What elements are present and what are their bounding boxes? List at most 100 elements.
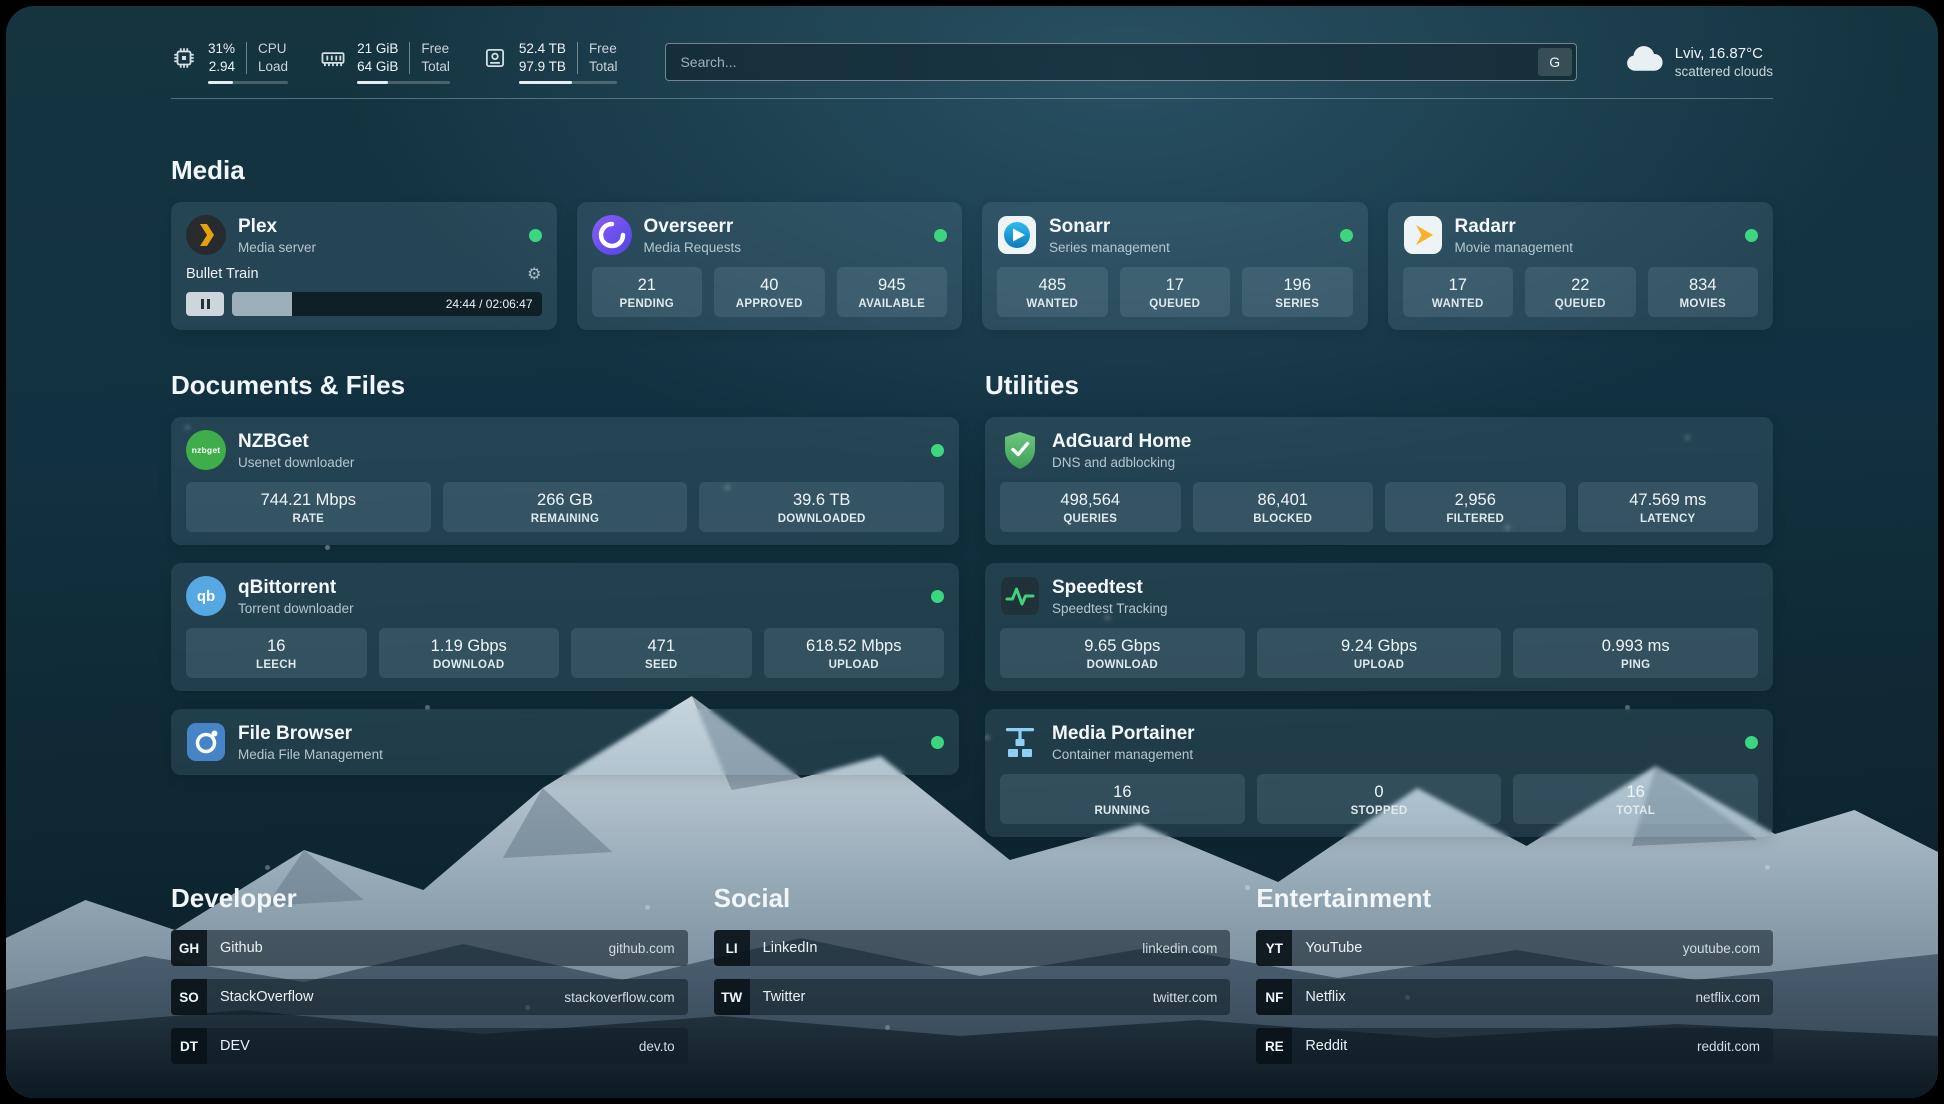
link-row-github[interactable]: GH Github github.com: [171, 930, 688, 966]
status-dot-online: [1745, 228, 1758, 242]
link-badge: NF: [1256, 979, 1293, 1015]
link-url: stackoverflow.com: [564, 989, 675, 1005]
cloud-icon: [1625, 46, 1663, 78]
section-title-utilities: Utilities: [985, 370, 1079, 400]
gear-icon[interactable]: ⚙: [527, 266, 542, 283]
cpu-metric: 31% 2.94 CPU Load: [171, 40, 289, 84]
link-row-dev[interactable]: DT DEV dev.to: [171, 1028, 688, 1064]
overseerr-icon: [591, 215, 632, 255]
app-card-nzbget[interactable]: nzbget NZBGet Usenet downloader 744.21 M…: [171, 417, 959, 545]
app-description: Usenet downloader: [238, 454, 355, 470]
app-card-speedtest[interactable]: Speedtest Speedtest Tracking 9.65 Gbps DO…: [985, 563, 1773, 691]
weather-condition: scattered clouds: [1674, 64, 1773, 79]
qbittorrent-icon-label: qb: [196, 587, 216, 605]
link-badge: SO: [171, 979, 207, 1015]
stat-wanted: 485 WANTED: [997, 267, 1108, 317]
link-name: Github: [220, 940, 263, 956]
app-card-sonarr[interactable]: Sonarr Series management 485 WANTED 17 QUEU…: [982, 202, 1368, 330]
status-dot-online: [931, 735, 944, 749]
app-name: Media Portainer: [1052, 722, 1195, 744]
qbittorrent-icon: qb: [186, 576, 226, 616]
cpu-progress-fill: [208, 81, 233, 84]
link-badge: TW: [713, 979, 750, 1015]
search-engine-button[interactable]: G: [1537, 48, 1572, 76]
section-documents: Documents & Files nzbget NZBGet Usenet d…: [171, 370, 959, 837]
cpu-icon: [171, 45, 197, 71]
app-card-overseerr[interactable]: Overseerr Media Requests 21 PENDING 40 APPR…: [576, 202, 962, 330]
nzbget-icon: nzbget: [186, 430, 226, 470]
app-name: AdGuard Home: [1052, 430, 1192, 452]
disk-progress-fill: [518, 81, 573, 84]
stat-latency: 47.569 ms LATENCY: [1577, 482, 1758, 532]
radarr-icon: [1403, 215, 1443, 255]
disk-icon: [482, 45, 508, 71]
stat-download: 9.65 Gbps DOWNLOAD: [1000, 628, 1245, 678]
app-card-plex[interactable]: Plex Media server Bullet Train ⚙ 24:4: [171, 202, 557, 330]
link-name: Netflix: [1305, 989, 1346, 1005]
playback-time: 24:44 / 02:06:47: [445, 297, 533, 311]
metric-divider: [246, 41, 248, 74]
stat-movies: 834 MOVIES: [1647, 267, 1758, 317]
app-card-qbittorrent[interactable]: qb qBittorrent Torrent downloader 16 LEEC…: [171, 563, 959, 691]
stat-remaining: 266 GB REMAINING: [442, 482, 688, 532]
app-card-filebrowser[interactable]: File Browser Media File Management: [171, 709, 959, 775]
disk-free-value: 52.4 TB: [518, 41, 566, 56]
pause-button[interactable]: [186, 292, 224, 316]
link-name: Twitter: [762, 989, 806, 1005]
stat-queued: 17 QUEUED: [1119, 267, 1230, 317]
stat-upload: 618.52 Mbps UPLOAD: [763, 628, 944, 678]
link-row-linkedin[interactable]: LI LinkedIn linkedin.com: [713, 930, 1231, 966]
app-card-adguard[interactable]: AdGuard Home DNS and adblocking 498,564 Q…: [985, 417, 1773, 545]
stat-queued: 22 QUEUED: [1525, 267, 1636, 317]
app-name: Speedtest: [1052, 576, 1143, 598]
link-url: twitter.com: [1152, 989, 1218, 1005]
section-title-media: Media: [171, 155, 245, 185]
link-row-twitter[interactable]: TW Twitter twitter.com: [713, 979, 1231, 1015]
app-card-portainer[interactable]: Media Portainer Container management 16 R…: [985, 709, 1773, 837]
app-description: Torrent downloader: [238, 600, 354, 616]
cpu-percent: 31%: [208, 41, 236, 56]
stat-running: 16 RUNNING: [1000, 774, 1245, 824]
sonarr-icon: [997, 215, 1037, 255]
stats-row: 16 RUNNING 0 STOPPED 16 TOTAL: [1000, 774, 1759, 824]
developer-links: GH Github github.com SO StackOverflow stackov…: [171, 930, 688, 1064]
search-bar: G: [665, 43, 1577, 81]
link-row-netflix[interactable]: NF Netflix netflix.com: [1256, 979, 1773, 1015]
adguard-icon: [1000, 430, 1040, 470]
app-description: Media server: [238, 239, 317, 255]
section-title-documents: Documents & Files: [171, 370, 406, 400]
section-social: Social LI LinkedIn linkedin.com TW Twitter tw…: [713, 883, 1231, 1064]
stats-row: 16 LEECH 1.19 Gbps DOWNLOAD 471 SEED 618.52 Mb…: [186, 628, 944, 678]
app-name: Radarr: [1454, 215, 1516, 237]
cpu-label-top: CPU: [258, 41, 287, 56]
plex-icon: [186, 215, 226, 255]
app-card-radarr[interactable]: Radarr Movie management 17 WANTED 22 QUEUED…: [1387, 202, 1773, 330]
now-playing-title: Bullet Train: [186, 266, 259, 282]
link-url: youtube.com: [1682, 940, 1760, 956]
dashboard-screen: 31% 2.94 CPU Load: [6, 6, 1938, 1098]
app-description: DNS and adblocking: [1052, 454, 1176, 470]
cpu-load-value: 2.94: [208, 58, 236, 74]
disk-total-value: 97.9 TB: [518, 58, 566, 74]
speedtest-icon: [1000, 576, 1040, 616]
app-description: Speedtest Tracking: [1052, 600, 1168, 616]
link-row-stackoverflow[interactable]: SO StackOverflow stackoverflow.com: [171, 979, 688, 1015]
app-name: NZBGet: [238, 430, 309, 452]
stat-ping: 0.993 ms PING: [1513, 628, 1759, 678]
weather-widget: Lviv, 16.87°C scattered clouds: [1625, 45, 1773, 79]
portainer-icon: [1000, 722, 1040, 762]
link-row-youtube[interactable]: YT YouTube youtube.com: [1256, 930, 1773, 966]
app-description: Media File Management: [238, 746, 383, 762]
link-row-reddit[interactable]: RE Reddit reddit.com: [1256, 1028, 1773, 1064]
playback-progress-bar[interactable]: 24:44 / 02:06:47: [232, 292, 542, 316]
stats-row: 21 PENDING 40 APPROVED 945 AVAILABLE: [591, 267, 947, 317]
app-name: File Browser: [238, 722, 353, 744]
header-divider: [171, 98, 1773, 99]
disk-metric: 52.4 TB 97.9 TB Free Total: [482, 40, 618, 84]
memory-icon: [320, 45, 346, 71]
stat-downloaded: 39.6 TB DOWNLOADED: [699, 482, 945, 532]
status-dot-online: [528, 228, 542, 242]
search-input[interactable]: [665, 43, 1577, 81]
link-url: reddit.com: [1696, 1038, 1760, 1054]
memory-progress-fill: [357, 81, 388, 84]
